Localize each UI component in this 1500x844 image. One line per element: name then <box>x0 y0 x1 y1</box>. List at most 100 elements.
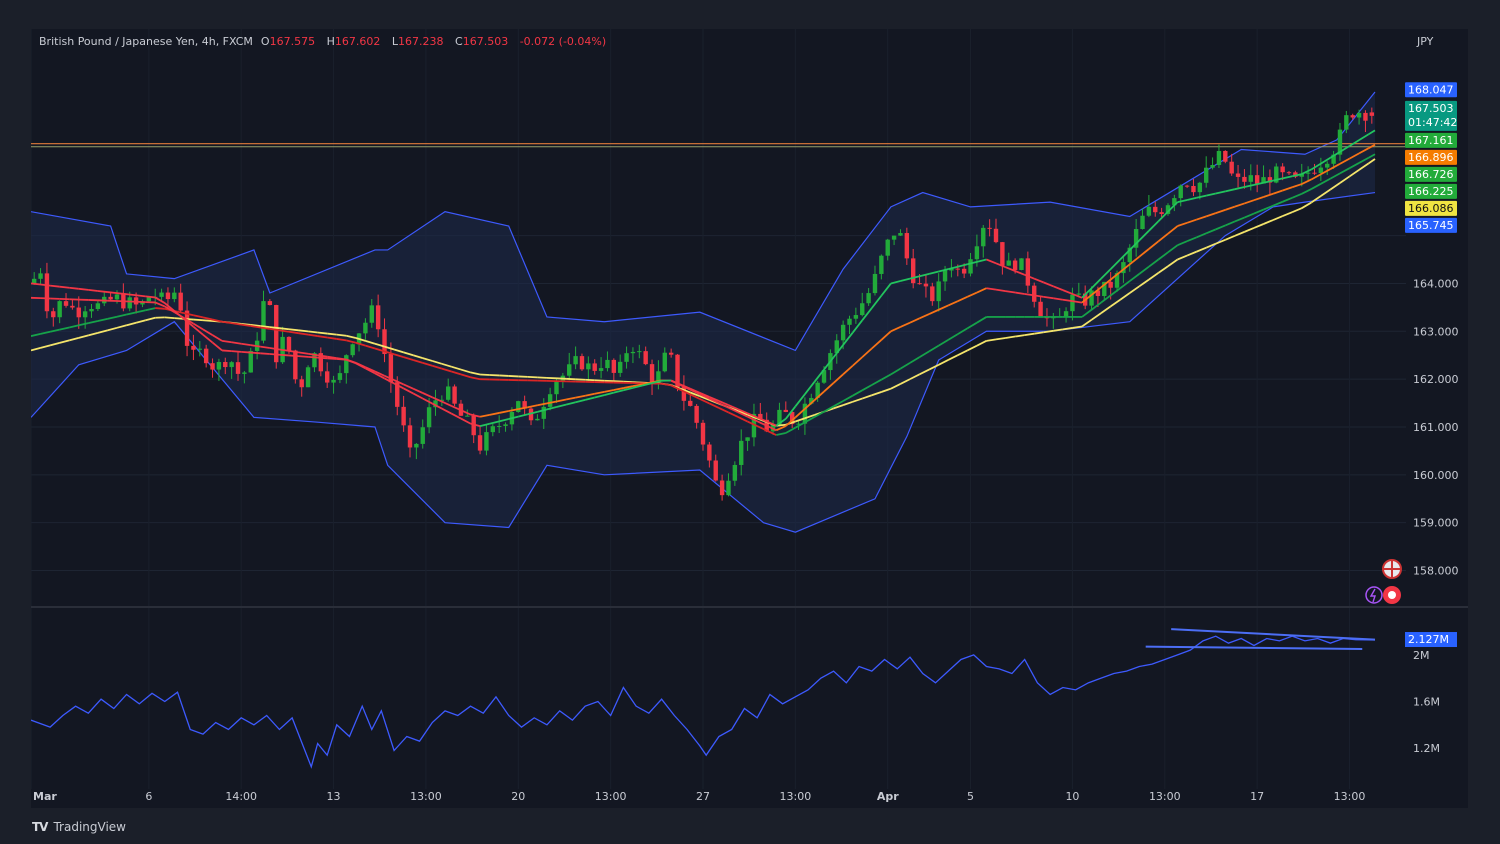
ema-long-segment <box>804 414 815 420</box>
candle-body <box>624 353 629 362</box>
ema-slow-segment <box>202 316 213 321</box>
ema-long-segment <box>403 351 414 357</box>
ema-fast-segment <box>1100 268 1112 280</box>
ema-long-segment <box>1196 246 1207 253</box>
price-tick-label: 159.000 <box>1413 517 1459 530</box>
candle-body <box>554 380 559 395</box>
ema-mid-segment <box>794 408 806 419</box>
candle-body <box>732 464 738 481</box>
candle-body <box>675 354 680 388</box>
ema-fast-segment <box>967 261 978 266</box>
lightning-event-icon[interactable] <box>1365 586 1383 604</box>
time-tick-label: 13:00 <box>410 790 442 803</box>
ema-mid-segment <box>986 287 997 291</box>
time-tick-label: Mar <box>33 790 57 803</box>
ema-fast-segment <box>651 379 662 384</box>
time-tick-label: 10 <box>1065 790 1079 803</box>
candle-body <box>1325 163 1330 168</box>
ema-mid-segment <box>527 404 538 409</box>
time-tick-label: 13:00 <box>780 790 812 803</box>
ema-slow-segment <box>680 389 691 396</box>
footer-brand[interactable]: TradingView <box>53 820 126 834</box>
ema-mid-segment <box>154 301 166 308</box>
candle-body <box>1172 198 1177 206</box>
ema-fast-segment <box>623 387 634 392</box>
candle-body <box>1140 215 1145 230</box>
candle-body <box>1242 176 1247 182</box>
wedge-upper-line[interactable] <box>1171 628 1376 641</box>
ema-slow-segment <box>1310 183 1322 190</box>
symbol-title: British Pound / Japanese Yen, 4h, FXCM <box>39 35 253 48</box>
ema-long-segment <box>699 395 710 401</box>
time-axis[interactable]: Mar 6 14:00 13 13:00 20 13:00 27 13:00 Apr 5 10 13:0… <box>33 790 1365 803</box>
candle-body <box>477 435 483 451</box>
ema-long-segment <box>279 327 290 331</box>
candle-body <box>796 423 801 425</box>
candle-body <box>853 315 859 319</box>
ema-mid-segment <box>976 287 987 294</box>
candle-body <box>758 413 763 420</box>
ema-long-segment <box>1148 272 1159 281</box>
candle-body <box>910 258 916 284</box>
ema-slow-segment <box>145 307 156 312</box>
candle-body <box>1204 167 1209 183</box>
ema-slow-segment <box>1253 208 1264 215</box>
candle-body <box>936 281 941 302</box>
ema-fast-segment <box>604 391 615 396</box>
ema-mid-segment <box>1272 189 1283 195</box>
candle-body <box>739 440 744 465</box>
candle-body <box>1235 173 1241 177</box>
dividend-dot-icon <box>1388 591 1396 599</box>
candle-body <box>446 386 451 400</box>
candle-body <box>426 407 432 428</box>
ema-mid-segment <box>1081 294 1093 304</box>
event-icons[interactable] <box>1365 559 1402 604</box>
ema-slow-segment <box>231 322 242 326</box>
candle-body <box>1331 154 1336 164</box>
ema-mid-segment <box>947 300 959 307</box>
ema-slow-segment <box>1263 204 1274 211</box>
ema-long-segment <box>861 394 873 400</box>
ema-long-segment <box>164 316 175 320</box>
ema-mid-segment <box>241 342 251 347</box>
ema-slow-segment <box>1196 232 1207 239</box>
ema-mid-segment <box>374 370 385 377</box>
ema-fast-segment <box>775 418 787 427</box>
ema-slow-segment <box>1110 287 1121 297</box>
tradingview-logo-icon[interactable]: TV <box>32 820 49 834</box>
ema-slow-segment <box>1329 172 1341 180</box>
ema-mid-segment <box>785 416 796 427</box>
wedge-lower-line[interactable] <box>1145 645 1363 650</box>
ema-slow-segment <box>250 325 261 329</box>
price-tick-label: 161.000 <box>1413 421 1459 434</box>
ema-slow-segment <box>403 356 414 361</box>
candle-body <box>178 292 183 311</box>
ema-long-segment <box>1062 327 1073 331</box>
ema-fast-segment <box>241 350 251 354</box>
ema-long-segment <box>307 330 318 334</box>
ema-mid-segment <box>1053 297 1064 301</box>
open-value: 167.575 <box>270 35 316 48</box>
price-axis: 164.000 163.000 162.000 161.000 160.000 159.0… <box>1413 277 1459 577</box>
chart-frame[interactable]: British Pound / Japanese Yen, 4h, FXCM O… <box>31 29 1468 808</box>
ema-fast-segment <box>1234 186 1245 191</box>
ema-slow-segment <box>938 339 949 347</box>
candle-body <box>57 301 62 318</box>
candle-body <box>38 273 43 279</box>
ema-mid-segment <box>813 390 825 401</box>
candle-body <box>1089 290 1094 306</box>
ema-slow-segment <box>59 326 70 331</box>
ema-slow-segment <box>1244 212 1255 219</box>
ema-fast-segment <box>747 412 758 419</box>
time-tick-label: 13:00 <box>1149 790 1181 803</box>
ema-fast-segment <box>737 408 748 415</box>
ema-long-segment <box>1215 238 1226 245</box>
ema-fast-segment <box>1225 188 1236 193</box>
ema-mid-segment <box>861 347 873 358</box>
chart-canvas[interactable]: British Pound / Japanese Yen, 4h, FXCM O… <box>31 29 1468 808</box>
candle-body <box>95 303 101 309</box>
ema-long-segment <box>1329 182 1341 191</box>
candle-body <box>1356 112 1362 118</box>
ema-mid-segment <box>756 420 768 427</box>
low-value: 167.238 <box>398 35 444 48</box>
